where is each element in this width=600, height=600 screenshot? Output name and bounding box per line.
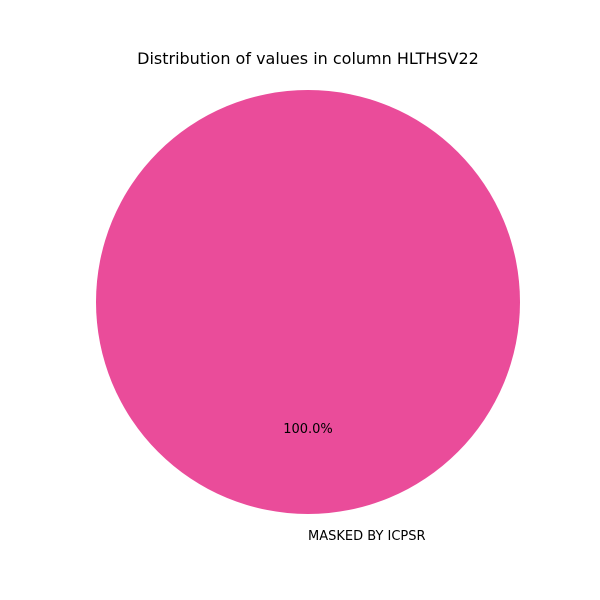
pie-labels-group: MASKED BY ICPSR 100.0% xyxy=(283,422,425,544)
slice-percent-label: 100.0% xyxy=(283,422,333,437)
slice-category-label: MASKED BY ICPSR xyxy=(308,529,426,544)
pie-slices-group xyxy=(96,90,520,514)
pie-slice xyxy=(96,90,520,514)
chart-title: Distribution of values in column HLTHSV2… xyxy=(137,49,479,68)
